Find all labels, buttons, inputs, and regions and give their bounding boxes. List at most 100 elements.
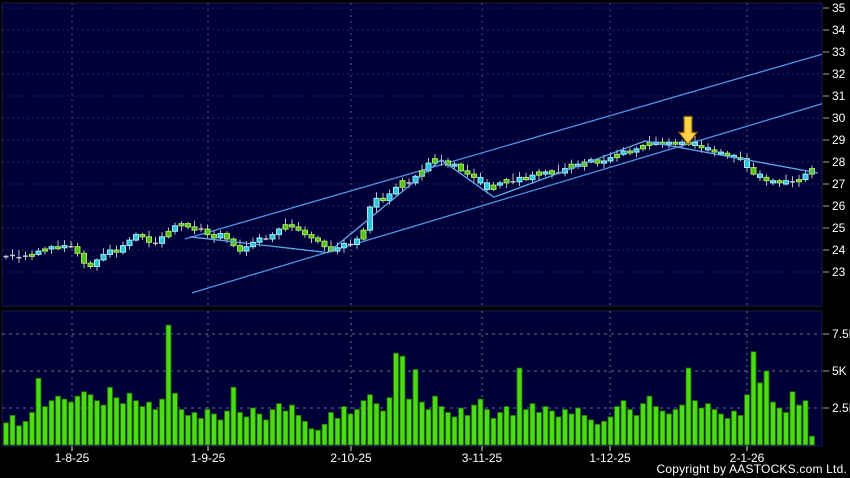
volume-bar — [61, 398, 68, 446]
price-panel-bg — [1, 2, 823, 307]
price-tick-label: 26 — [832, 199, 846, 213]
volume-bar — [796, 404, 802, 446]
volume-bar — [718, 413, 724, 446]
price-tick-label: 31 — [832, 89, 846, 103]
date-tick-label: 1-12-25 — [589, 451, 631, 465]
candle-body — [165, 230, 172, 238]
candle-body — [718, 151, 724, 155]
candle-body — [133, 234, 139, 241]
volume-bar — [477, 398, 484, 446]
volume-bar — [321, 423, 328, 446]
candle-body — [81, 252, 87, 264]
candle-body — [146, 236, 152, 243]
candle-body — [607, 157, 614, 162]
volume-bar — [412, 369, 419, 446]
volume-bar — [445, 412, 451, 446]
volume-bar — [497, 412, 503, 446]
candle-body — [523, 176, 529, 181]
candle-body — [107, 249, 113, 255]
candle-body — [796, 179, 802, 183]
volume-bar — [367, 394, 373, 446]
volume-bar — [750, 351, 757, 446]
candle-body — [360, 229, 367, 240]
volume-bar — [224, 410, 230, 446]
volume-bar — [282, 410, 289, 446]
volume-bar — [536, 412, 542, 446]
volume-bar — [523, 409, 529, 446]
volume-bar — [438, 406, 445, 446]
candle-body — [620, 150, 627, 155]
price-tick-label: 24 — [832, 243, 846, 257]
candle-body — [503, 179, 510, 184]
volume-bar — [386, 397, 393, 446]
volume-bar — [81, 391, 87, 446]
volume-bar — [263, 419, 269, 446]
volume-bar — [178, 409, 185, 446]
candle-body — [100, 253, 107, 261]
copyright-text: Copyright by AASTOCKS.com Ltd. — [656, 462, 847, 476]
volume-bar — [256, 413, 263, 446]
candle-body — [432, 158, 438, 164]
candle-body — [477, 176, 484, 184]
volume-bar — [204, 409, 211, 446]
volume-bar — [230, 386, 237, 446]
candle-body — [295, 226, 302, 231]
volume-bar — [22, 420, 29, 446]
candle-body — [757, 173, 763, 178]
candle-body — [549, 170, 555, 175]
candle-body — [120, 245, 126, 253]
candle-body — [256, 237, 263, 243]
candle-body — [217, 233, 224, 239]
volume-bar — [276, 403, 282, 446]
upper-channel-line — [184, 53, 823, 240]
candle-body — [724, 152, 731, 156]
volume-bar — [94, 400, 100, 446]
volume-bar — [48, 400, 55, 446]
volume-bar — [672, 409, 679, 446]
candle-body — [237, 245, 243, 252]
candle-body — [302, 229, 308, 236]
volume-bar — [620, 400, 627, 446]
price-tick-label: 32 — [832, 67, 846, 81]
volume-bar — [172, 392, 178, 446]
volume-bar — [341, 406, 347, 446]
candle-body — [308, 234, 315, 239]
candle-body — [412, 175, 419, 184]
volume-bar — [217, 419, 224, 446]
candle-body — [640, 145, 646, 150]
volume-bar — [42, 406, 48, 446]
volume-bar — [380, 410, 386, 446]
down-arrow-icon — [677, 115, 699, 146]
volume-bar — [490, 417, 497, 446]
candle-body — [679, 141, 685, 145]
candle-body — [627, 150, 633, 154]
volume-bar — [640, 403, 646, 446]
candle-body — [61, 245, 68, 249]
volume-bar — [107, 386, 113, 446]
candle-body — [243, 246, 250, 252]
volume-bar — [692, 400, 698, 446]
candle-body — [42, 248, 48, 252]
volume-bar — [705, 403, 711, 446]
price-tick-label: 27 — [832, 177, 846, 191]
candle-body — [464, 170, 471, 175]
candle-body — [172, 225, 178, 232]
volume-bar — [698, 407, 705, 446]
volume-bar — [529, 403, 536, 446]
volume-bar — [627, 409, 633, 446]
volume-bar — [419, 401, 425, 446]
volume-bar — [29, 412, 35, 446]
date-tick-label: 2-1-26 — [730, 451, 765, 465]
candle-body — [705, 147, 711, 151]
candle-body — [490, 184, 497, 191]
volume-bar — [594, 423, 601, 446]
volume-bar — [289, 404, 295, 446]
candle-body — [744, 158, 750, 168]
price-tick-label: 34 — [832, 23, 846, 37]
volume-bar — [432, 395, 438, 446]
volume-bar — [549, 410, 555, 446]
volume-bar — [269, 409, 276, 446]
volume-bar — [133, 400, 139, 446]
volume-bar — [679, 404, 685, 446]
volume-bar — [789, 391, 796, 446]
